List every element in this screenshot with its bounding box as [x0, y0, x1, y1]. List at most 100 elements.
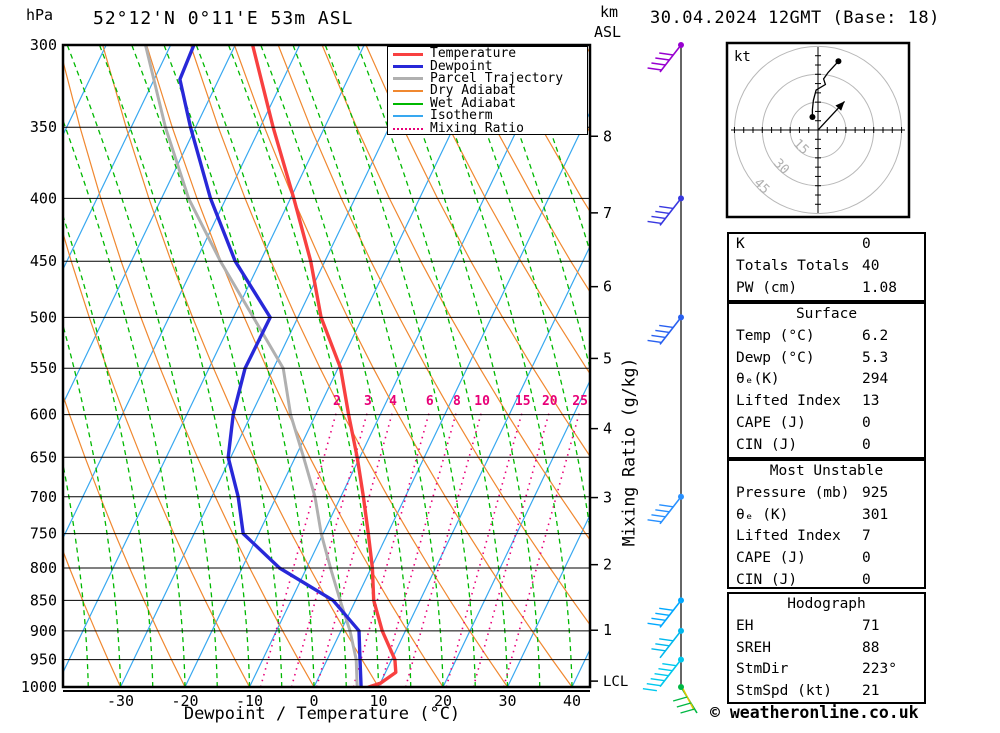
wind-barb-feather: [647, 67, 662, 71]
mixing-ratio-value-label: 3: [364, 394, 372, 409]
wind-barb-feather: [659, 638, 674, 642]
wet-adiabat-line: [389, 45, 541, 687]
panel-row: Pressure (mb) 925: [729, 483, 924, 505]
km-tick-label: 1: [603, 621, 612, 639]
dewpoint-line: [178, 45, 363, 687]
pressure-tick-label: 300: [30, 36, 57, 54]
panel-row-value: 7: [862, 528, 871, 545]
wet-adiabat-line: [453, 45, 590, 534]
panel-row-label: θₑ (K): [736, 506, 789, 523]
temperature-tick-label: 40: [563, 692, 581, 710]
panel-row-value: 925: [862, 484, 889, 501]
hodograph-trace-top-dot: [835, 58, 842, 65]
wind-barb-feather: [658, 667, 673, 672]
temperature-tick-label: -30: [107, 692, 134, 710]
temperature-tick-label: -10: [236, 692, 263, 710]
pressure-tick-label: 750: [30, 525, 57, 543]
wind-barb: [672, 684, 698, 714]
wind-barb-feather: [651, 334, 666, 339]
panel-row-value: 88: [862, 639, 880, 656]
temperature-tick-label: 0: [309, 692, 318, 710]
wind-barb-feather: [655, 612, 670, 617]
legend-label: Dewpoint: [430, 58, 493, 74]
mixing-ratio-value-label: 25: [572, 394, 588, 409]
wet-adiabat-line: [260, 45, 412, 687]
wind-barb-feather: [651, 62, 666, 66]
wet-adiabat-line: [66, 45, 218, 687]
panel-row-label: StmSpd (kt): [736, 683, 833, 700]
lcl-label: LCL: [603, 674, 628, 690]
wind-barb-feather: [655, 509, 670, 513]
km-tick-label: 7: [603, 204, 612, 222]
panel-row-label: SREH: [736, 639, 771, 656]
panel-row: θₑ (K) 301: [729, 505, 924, 527]
wind-barb-feather: [647, 220, 662, 225]
wind-barb: [647, 314, 684, 345]
pressure-tick-label: 1000: [21, 678, 57, 696]
wet-adiabat-line: [421, 45, 573, 687]
panel-row-value: 301: [862, 506, 889, 523]
wind-barb: [647, 493, 684, 525]
isotherm-line: [313, 110, 590, 687]
dry-adiabat-line: [63, 549, 122, 687]
wet-adiabat-line: [227, 45, 380, 687]
panel-row-value: 5.3: [862, 349, 889, 366]
wet-adiabat-line: [98, 45, 251, 687]
wind-barb-feather: [659, 504, 674, 508]
pressure-tick-label: 700: [30, 488, 57, 506]
pressure-tick-label: 600: [30, 406, 57, 424]
mixing-ratio-line: [404, 409, 483, 687]
pressure-tick-label: 850: [30, 591, 57, 609]
panel-row-label: K: [736, 236, 745, 252]
dry-adiabat-line: [453, 45, 590, 294]
wet-adiabat-line: [292, 45, 444, 687]
wind-barb-feather: [659, 607, 674, 612]
panel-row-label: Pressure (mb): [736, 484, 850, 501]
panel-row-value: 0: [862, 571, 871, 588]
mixing-ratio-value-label: 10: [474, 394, 490, 409]
wind-barb: [647, 597, 684, 628]
panel-row-value: 6.2: [862, 327, 889, 344]
panel-row: CAPE (J) 0: [729, 413, 924, 435]
panel-row-value: 1.08: [862, 279, 897, 296]
panel-row: CIN (J) 0: [729, 435, 924, 457]
panel-row: CAPE (J) 0: [729, 548, 924, 570]
legend-item: Dry Adiabat: [388, 84, 587, 97]
temperature-axis-label: Dewpoint / Temperature (°C): [183, 704, 461, 724]
wind-barb-feather: [672, 696, 688, 702]
mixing-ratio-value-label: 8: [453, 394, 461, 409]
wind-barb: [651, 627, 684, 659]
legend-swatch-dewpoint: [393, 65, 423, 69]
dry-adiabat-line: [146, 45, 444, 687]
wind-barb-stem: [659, 659, 682, 688]
wet-adiabat-line: [518, 45, 590, 254]
surface-panel: Surface Temp (°C) 6.2 Dewp (°C) 5.3 θₑ(K) 294 L…: [727, 302, 926, 459]
panel-row-label: Lifted Index: [736, 393, 841, 410]
legend-label: Wet Adiabat: [430, 95, 517, 111]
wind-level-dot: [678, 656, 684, 663]
panel-row-value: 13: [862, 393, 880, 410]
most-unstable-panel: Most Unstable Pressure (mb) 925 θₑ (K) 301 Li…: [727, 459, 926, 589]
panel-row-label: CIN (J): [736, 571, 798, 588]
wind-level-dot: [678, 195, 684, 202]
panel-row-label: Temp (°C): [736, 327, 815, 344]
panel-row: Dewp (°C) 5.3: [729, 348, 924, 370]
panel-row-value: 40: [862, 257, 880, 274]
km-tick-label: 8: [603, 127, 612, 145]
wind-level-dot: [678, 42, 684, 48]
wind-barb-feather: [659, 205, 674, 210]
isotherm-line: [377, 244, 590, 687]
wind-barb-feather: [662, 662, 677, 667]
wind-barb-stem: [659, 316, 682, 345]
isotherm-line: [442, 379, 590, 687]
wind-barb-feather: [651, 617, 666, 622]
temperature-tick-label: 20: [434, 692, 452, 710]
panel-row-label: CAPE (J): [736, 414, 806, 431]
copyright-watermark: © weatheronline.co.uk: [710, 703, 919, 722]
panel-row-label: Totals Totals: [736, 257, 850, 274]
wind-level-dot: [678, 684, 684, 690]
panel-row: EH 71: [729, 616, 924, 638]
